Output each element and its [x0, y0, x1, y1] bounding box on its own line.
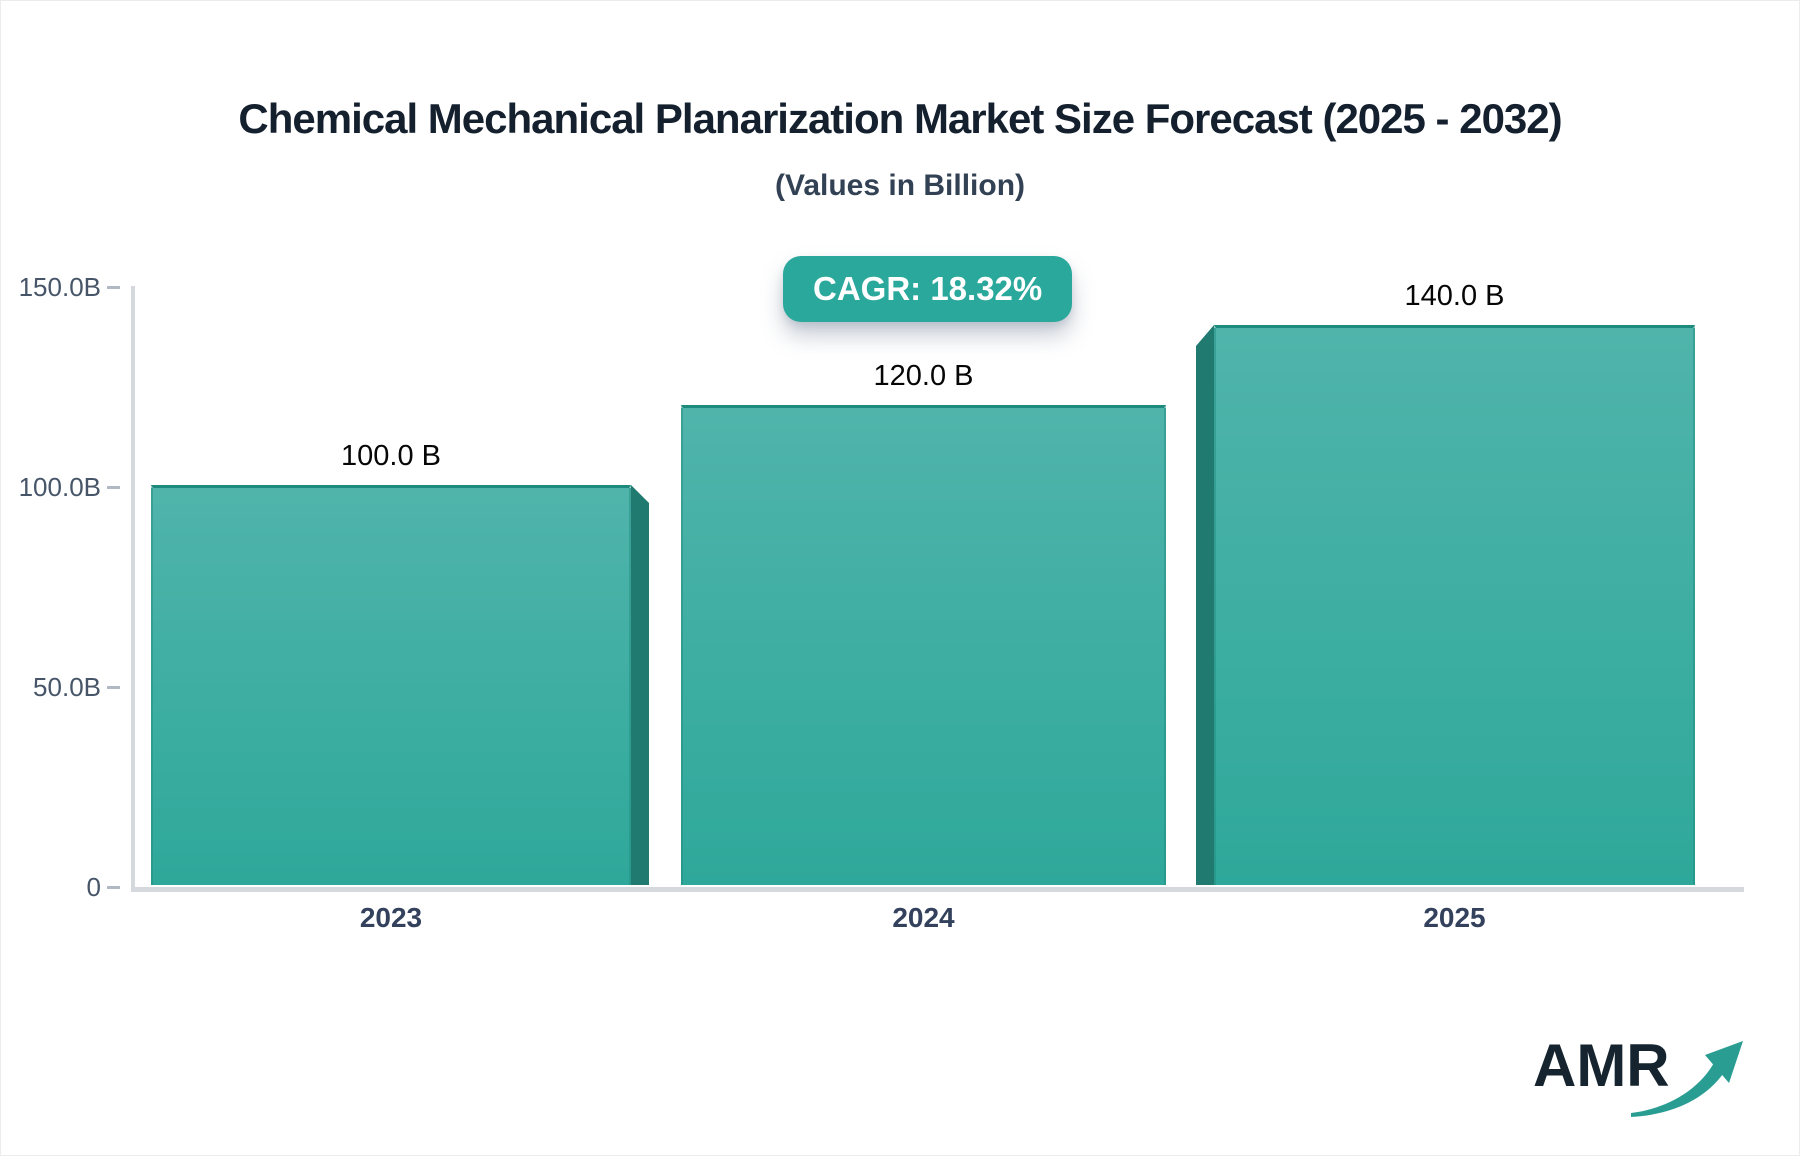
y-tick-label-0: 0	[86, 872, 101, 902]
y-tick-mark-0	[107, 886, 120, 889]
chart-title: Chemical Mechanical Planarization Market…	[238, 95, 1562, 142]
y-tick-mark-100	[107, 486, 120, 489]
y-tick-mark-50	[107, 686, 120, 689]
y-tick-label-150: 150.0B	[18, 272, 101, 302]
x-axis-label-2023: 2023	[359, 902, 423, 933]
x-axis-line	[131, 887, 1744, 892]
x-axis-label-2025: 2025	[1423, 902, 1486, 933]
cagr-badge: CAGR: 18.32%	[783, 256, 1073, 322]
bar-2023	[151, 485, 631, 885]
bar-2024	[681, 405, 1166, 885]
x-axis-label-2024: 2024	[892, 902, 955, 933]
bar-value-label-2025: 140.0 B	[1404, 280, 1505, 312]
y-tick-mark-150	[107, 286, 120, 289]
bar-value-label-2023: 100.0 B	[341, 440, 441, 472]
amr-logo: AMR	[1521, 1031, 1761, 1141]
y-tick-label-50: 50.0B	[33, 672, 101, 702]
bar-2025	[1214, 325, 1695, 885]
bar-2023-3d-side	[631, 485, 649, 885]
y-tick-label-100: 100.0B	[18, 472, 101, 502]
bar-2025-3d-side	[1196, 325, 1214, 885]
amr-logo-text: AMR	[1533, 1032, 1670, 1099]
growth-arrow-icon	[1631, 1041, 1743, 1117]
bar-value-label-2024: 120.0 B	[873, 360, 974, 392]
chart-subtitle: (Values in Billion)	[774, 169, 1026, 202]
y-axis-line	[131, 286, 135, 891]
